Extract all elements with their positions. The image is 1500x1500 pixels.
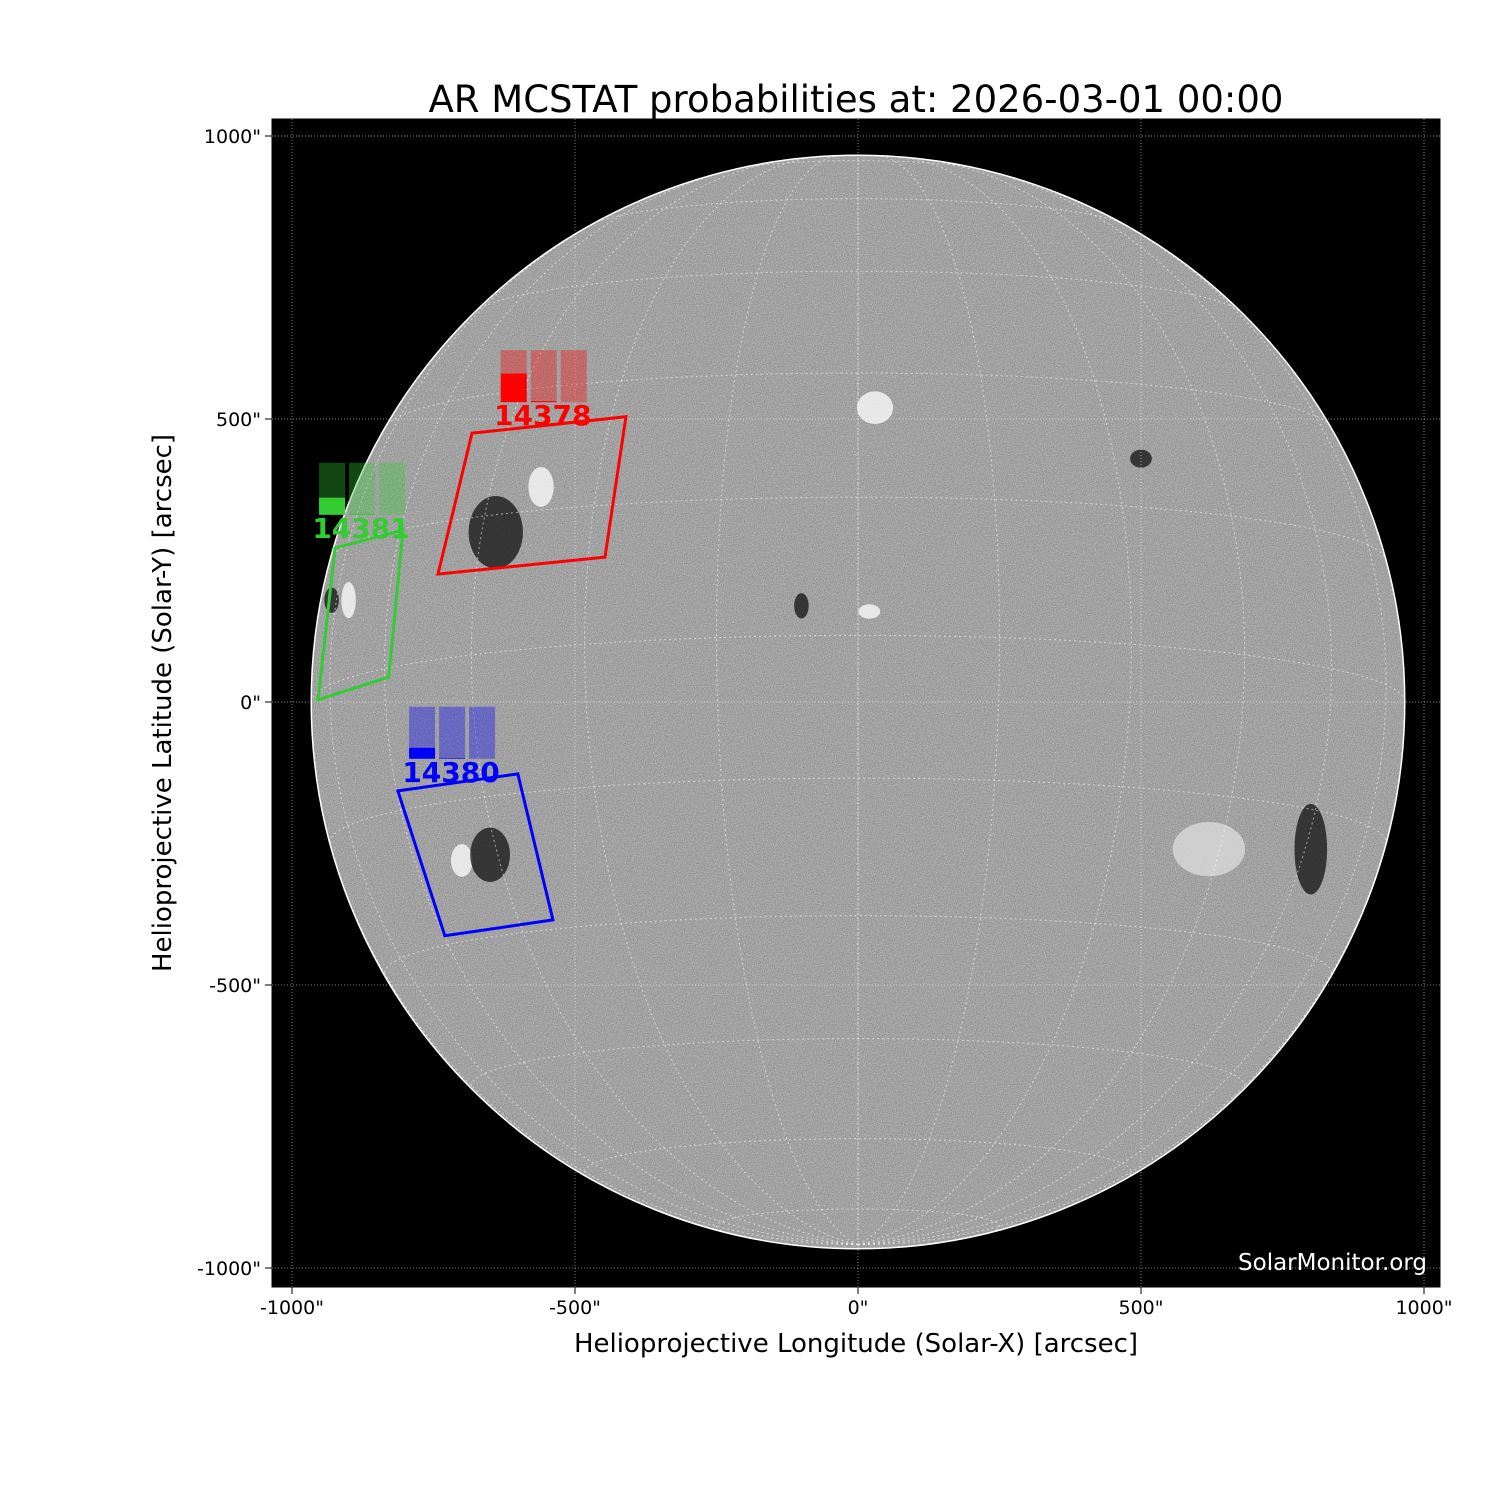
y-tick-label: 500" <box>216 409 261 431</box>
longitude-gridline <box>383 166 859 1246</box>
probability-bar <box>500 373 527 403</box>
magnetic-feature <box>341 582 356 619</box>
probability-bar-background <box>379 462 406 515</box>
latitude-gridline <box>474 270 1242 313</box>
region-contour <box>436 415 628 576</box>
active-region-14381: 14381 <box>312 462 410 702</box>
region-number-label: 14380 <box>402 756 499 789</box>
y-axis-label: Helioprojective Latitude (Solar-Y) [arcs… <box>148 434 178 972</box>
region-number-label: 14378 <box>494 399 591 432</box>
probability-bar <box>409 747 436 759</box>
x-axis-label: Helioprojective Longitude (Solar-X) [arc… <box>574 1329 1138 1359</box>
longitude-gridline <box>470 158 859 1246</box>
y-tick-label: -500" <box>209 975 261 997</box>
probability-bar-background <box>560 350 587 403</box>
probability-bar <box>319 497 346 515</box>
magnetic-feature <box>794 593 809 619</box>
y-tick-label: 0" <box>240 692 261 714</box>
longitude-gridline <box>584 157 859 1246</box>
magnetic-feature <box>1294 803 1328 895</box>
probability-bar-background <box>439 706 466 759</box>
magnetic-feature <box>470 827 511 882</box>
probability-bar <box>349 513 376 515</box>
chart-title: AR MCSTAT probabilities at: 2026-03-01 0… <box>429 78 1284 121</box>
x-tick-label: 1000" <box>1395 1297 1452 1319</box>
magnetic-feature <box>450 844 473 877</box>
longitude-gridline <box>329 206 859 1246</box>
probability-bar-background <box>469 706 496 759</box>
x-tick-label: 0" <box>848 1297 869 1319</box>
active-region-14380: 14380 <box>395 706 555 938</box>
latitude-gridline <box>732 160 984 171</box>
magnetic-feature <box>528 466 554 507</box>
latitude-gridline <box>386 372 1330 425</box>
latitude-gridline <box>470 1038 1246 1091</box>
longitude-gridline <box>715 155 859 1246</box>
longitude-gridline <box>857 155 1001 1246</box>
watermark: SolarMonitor.org <box>1238 1250 1427 1276</box>
latitude-gridline <box>329 496 1387 560</box>
probability-bar-background <box>349 462 376 515</box>
probability-bar <box>530 401 557 403</box>
y-tick-label: 1000" <box>204 126 261 148</box>
x-tick-label: -1000" <box>260 1297 324 1319</box>
probability-bar <box>439 758 466 759</box>
magnetic-feature <box>858 604 881 619</box>
y-tick-label: -1000" <box>197 1258 261 1280</box>
latitude-gridline <box>383 915 1333 978</box>
x-tick-label: 500" <box>1118 1297 1163 1319</box>
region-contour <box>395 772 555 938</box>
probability-bar-background <box>530 350 557 403</box>
longitude-gridline <box>857 158 1246 1246</box>
magnetic-feature <box>1172 821 1246 877</box>
longitude-gridline <box>857 166 1333 1246</box>
latitude-gridline <box>592 198 1124 225</box>
magnetic-feature <box>856 391 894 424</box>
magnetic-feature <box>468 495 523 569</box>
region-number-label: 14381 <box>312 512 409 545</box>
latitude-gridline <box>329 777 1387 843</box>
x-tick-label: -500" <box>549 1297 601 1319</box>
active-region-14378: 14378 <box>436 350 628 576</box>
longitude-gridline <box>857 206 1387 1246</box>
region-contour <box>316 527 405 702</box>
longitude-gridline <box>857 157 1132 1246</box>
